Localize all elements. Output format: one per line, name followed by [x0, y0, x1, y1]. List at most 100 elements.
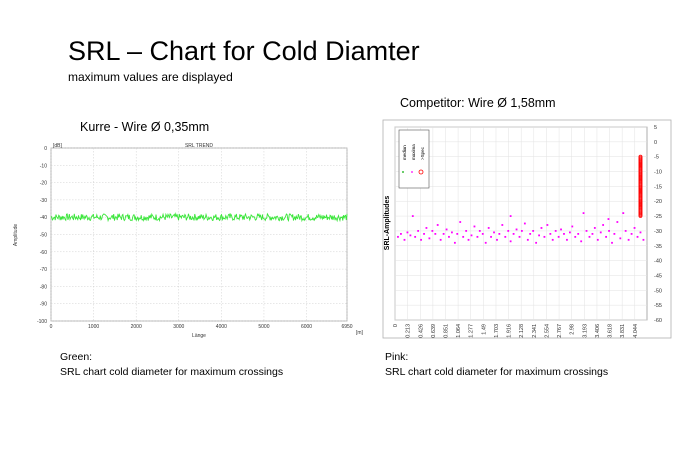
right-x-tick-label: 1.277: [469, 324, 475, 338]
maxima-point: [523, 222, 526, 225]
left-x-unit-label: [m]: [356, 330, 364, 336]
right-caption-text: SRL chart cold diameter for maximum cros…: [385, 366, 609, 378]
right-chart-title: Competitor: Wire Ø 1,58mm: [400, 96, 556, 110]
right-x-tick-label: 0.426: [418, 324, 424, 338]
maxima-point: [487, 227, 490, 229]
maxima-point: [442, 232, 445, 235]
maxima-point: [512, 232, 515, 235]
maxima-point: [470, 234, 473, 237]
maxima-point: [501, 224, 504, 226]
maxima-point: [431, 230, 434, 232]
left-x-tick-label: 2000: [131, 324, 142, 330]
left-x-tick-label: 5000: [258, 324, 269, 330]
left-x-axis-label: Länge: [192, 333, 206, 339]
left-chart-inner-title: SRL TREND: [185, 143, 213, 149]
right-x-tick-label: 0: [393, 324, 399, 327]
left-caption-color: Green:: [60, 351, 93, 363]
maxima-point: [611, 241, 613, 244]
right-caption-color: Pink:: [385, 351, 409, 363]
maxima-point: [532, 230, 535, 232]
maxima-point: [636, 235, 639, 238]
maxima-point: [409, 234, 412, 237]
legend-median-label: median: [402, 145, 407, 160]
maxima-point: [551, 238, 554, 241]
maxima-point: [490, 235, 492, 238]
right-x-tick-label: 3.193: [582, 324, 588, 338]
legend-median-marker: [402, 171, 404, 173]
right-x-tick-label: 2.98: [570, 324, 576, 335]
maxima-point: [518, 235, 521, 238]
maxima-point: [484, 241, 487, 244]
left-x-tick-label: 4000: [216, 324, 227, 330]
maxima-point: [569, 231, 571, 234]
legend-spec-marker: [418, 169, 424, 175]
slide-subtitle: maximum values are displayed: [68, 70, 233, 84]
maxima-point: [574, 235, 577, 238]
right-y-axis-label: SRL-Amplitudes: [384, 196, 391, 251]
maxima-point: [428, 237, 431, 240]
maxima-point: [607, 218, 610, 220]
maxima-point: [507, 230, 510, 232]
maxima-point: [605, 235, 607, 238]
left-y-tick-label: -70: [40, 267, 47, 273]
maxima-point: [593, 227, 596, 229]
maxima-point: [520, 230, 523, 232]
maxima-point: [473, 225, 476, 228]
left-x-tick-label: 0: [50, 324, 53, 330]
right-y-tick-label: -60: [654, 318, 662, 324]
maxima-point: [526, 238, 529, 241]
left-y-tick-label: 0: [44, 146, 47, 152]
left-y-tick-label: -40: [40, 215, 47, 221]
maxima-point: [451, 231, 453, 234]
maxima-point: [436, 224, 439, 226]
maxima-point: [481, 232, 484, 235]
maxima-point: [608, 230, 610, 232]
right-x-tick-label: 2.341: [532, 324, 538, 338]
maxima-point: [400, 232, 402, 235]
right-x-tick-label: 4.044: [633, 324, 639, 338]
maxima-point: [476, 235, 479, 238]
maxima-point: [580, 240, 583, 243]
maxima-point: [560, 228, 562, 231]
maxima-point: [627, 238, 630, 241]
maxima-point: [423, 232, 425, 235]
maxima-point: [403, 238, 406, 241]
slide-title: SRL – Chart for Cold Diamter: [68, 36, 420, 66]
right-y-tick-label: 0: [654, 140, 657, 146]
maxima-point: [563, 232, 565, 235]
maxima-point: [504, 235, 507, 238]
left-x-tick-label: 6950: [341, 324, 352, 330]
legend-spec-label: >Spec: [420, 146, 425, 160]
maxima-point: [462, 235, 465, 238]
right-y-tick-label: -30: [654, 229, 662, 235]
maxima-point: [445, 228, 448, 231]
maxima-point: [467, 238, 470, 241]
maxima-point: [613, 232, 616, 235]
left-y-tick-label: -30: [40, 198, 47, 204]
maxima-point: [582, 212, 585, 215]
right-x-tick-label: 3.831: [620, 324, 626, 338]
maxima-point: [596, 238, 599, 241]
maxima-point: [465, 230, 468, 232]
right-x-tick-label: 2.128: [519, 324, 525, 338]
maxima-point: [554, 230, 557, 232]
maxima-point: [434, 232, 437, 235]
maxima-point: [566, 238, 568, 241]
maxima-point: [417, 230, 420, 232]
maxima-point: [622, 212, 625, 215]
maxima-point: [498, 232, 501, 235]
right-x-tick-label: 2.554: [544, 324, 550, 338]
maxima-point: [577, 232, 580, 235]
right-y-tick-label: -35: [654, 244, 662, 250]
maxima-point: [515, 228, 518, 231]
right-x-tick-label: 1.703: [494, 324, 500, 338]
right-y-tick-label: 5: [654, 125, 657, 131]
right-y-tick-label: -5: [654, 155, 659, 161]
maxima-point: [616, 221, 619, 223]
right-x-tick-label: 2.767: [557, 324, 563, 338]
right-x-tick-label: 1.064: [456, 324, 462, 338]
right-y-tick-label: -50: [654, 288, 662, 294]
right-x-tick-label: 0.851: [443, 324, 449, 338]
right-x-tick-label: 0.639: [431, 324, 437, 338]
